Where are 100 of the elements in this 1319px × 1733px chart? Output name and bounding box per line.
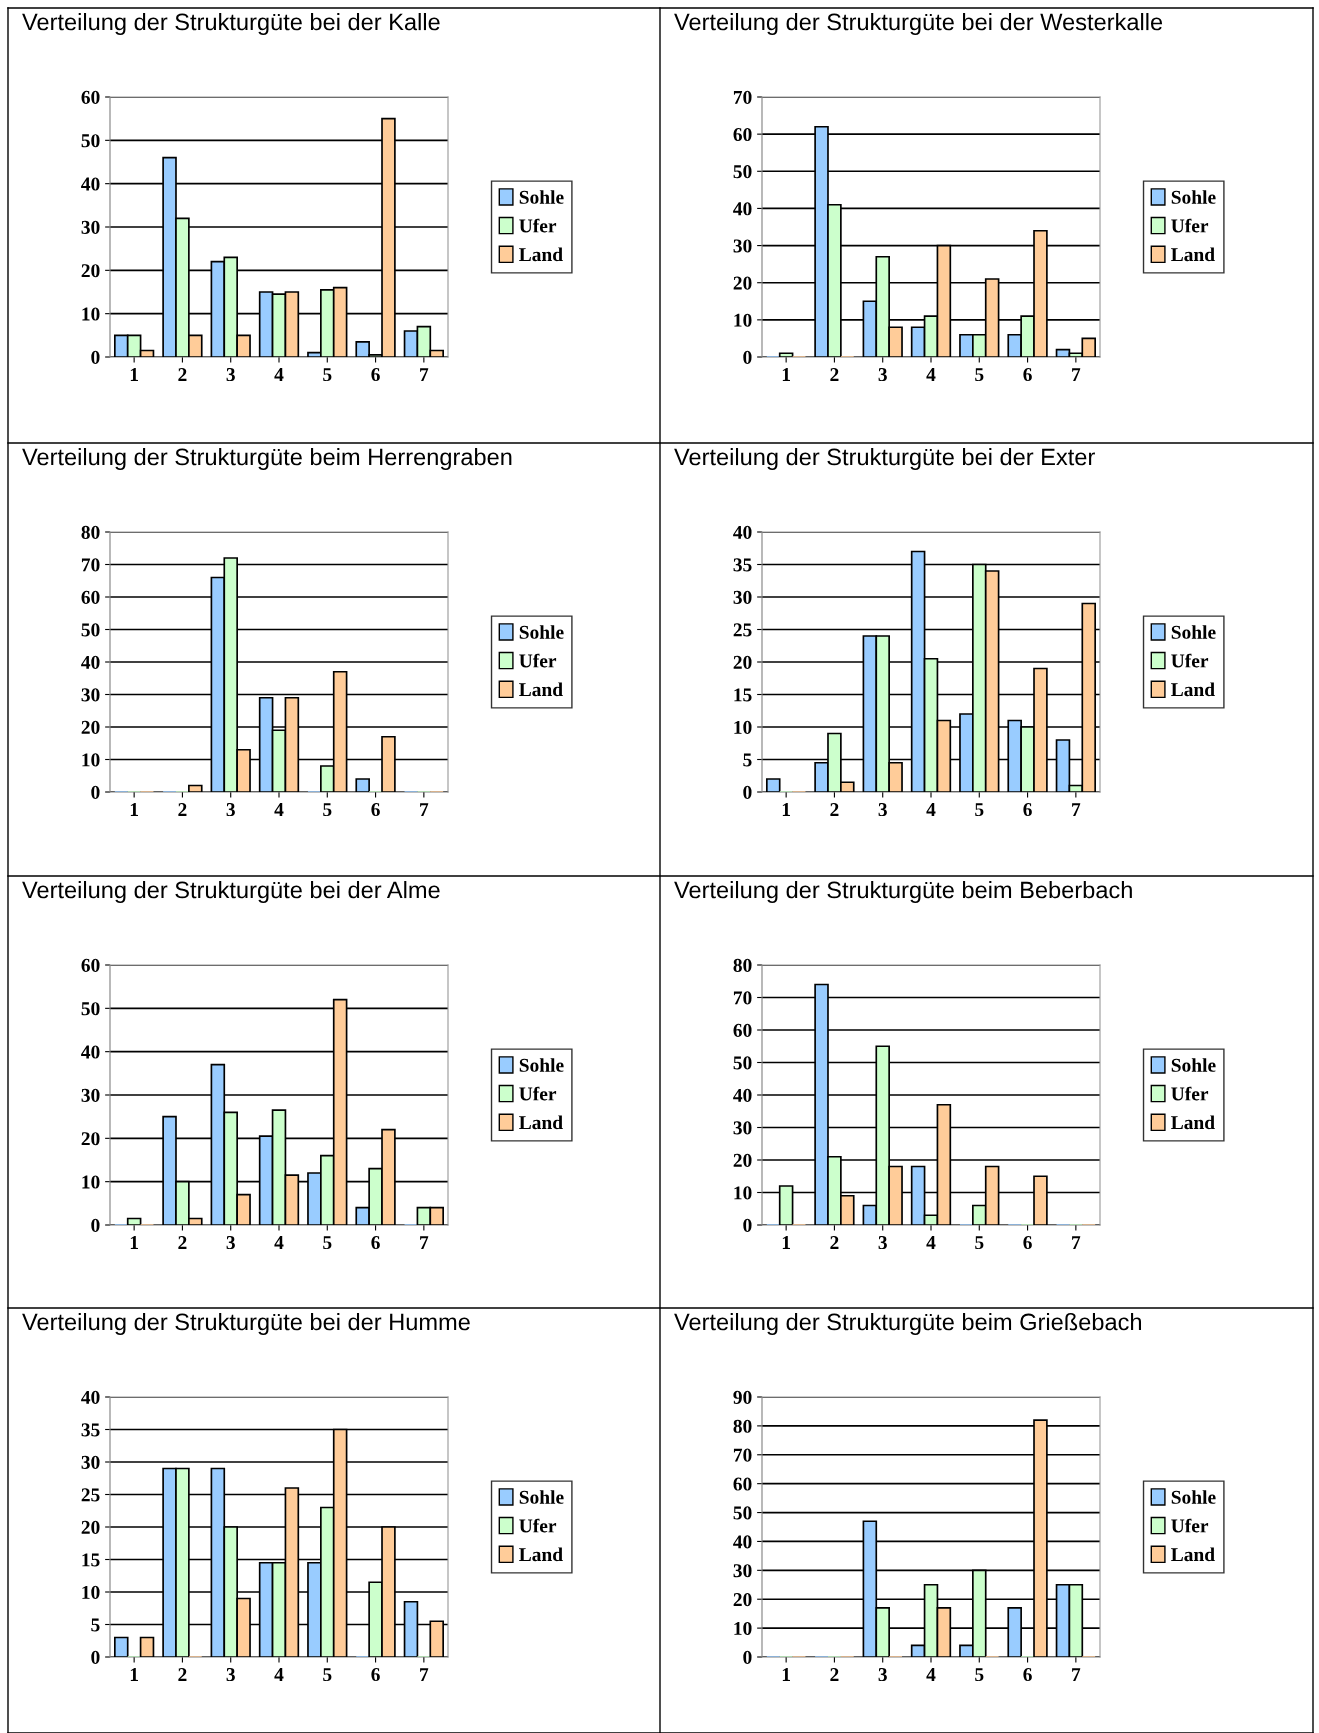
x-tick-label: 6 xyxy=(1023,1236,1032,1250)
y-tick-label: 60 xyxy=(733,1477,752,1491)
legend-label: Sohle xyxy=(1171,1058,1216,1072)
x-tick-label: 5 xyxy=(323,1236,332,1250)
x-tick-label: 6 xyxy=(1023,1668,1032,1682)
chart-title: Verteilung der Strukturgüte beim Herrengraben xyxy=(22,447,512,470)
y-tick-label: 60 xyxy=(81,958,100,972)
x-tick-label: 7 xyxy=(420,368,429,381)
y-tick-label: 40 xyxy=(733,1535,752,1549)
x-tick-label: 1 xyxy=(130,368,138,381)
y-tick-label: 60 xyxy=(81,590,100,604)
x-tick-label: 6 xyxy=(371,1236,380,1250)
y-tick-label: 30 xyxy=(733,1564,752,1578)
x-tick-label: 2 xyxy=(830,368,839,381)
x-tick-label: 1 xyxy=(782,803,790,816)
y-tick-label: 40 xyxy=(81,1390,100,1404)
y-tick-label: 0 xyxy=(743,1650,752,1664)
y-tick-label: 20 xyxy=(81,1132,100,1146)
legend-label: Ufer xyxy=(1171,218,1209,233)
y-tick-label: 0 xyxy=(91,350,100,364)
y-tick-label: 30 xyxy=(81,688,100,702)
y-tick-label: 20 xyxy=(733,655,752,669)
x-tick-label: 6 xyxy=(371,1668,380,1682)
x-tick-label: 7 xyxy=(1072,803,1081,816)
y-tick-label: 5 xyxy=(743,753,752,767)
legend-label: Land xyxy=(519,247,563,262)
x-tick-label: 5 xyxy=(975,803,984,817)
y-tick-label: 30 xyxy=(733,590,752,604)
x-tick-label: 5 xyxy=(323,1668,332,1682)
y-tick-label: 25 xyxy=(81,1488,100,1502)
y-tick-label: 80 xyxy=(733,1419,752,1433)
x-tick-label: 3 xyxy=(226,1236,235,1250)
x-tick-label: 3 xyxy=(226,803,235,817)
x-tick-label: 1 xyxy=(130,803,138,816)
x-tick-label: 7 xyxy=(1072,1668,1081,1681)
y-tick-label: 30 xyxy=(81,1088,100,1102)
y-tick-label: 60 xyxy=(733,127,752,142)
y-tick-label: 30 xyxy=(733,1121,752,1135)
legend-label: Ufer xyxy=(519,218,557,233)
legend-label: Land xyxy=(1171,247,1215,262)
x-tick-label: 1 xyxy=(782,1668,790,1681)
y-tick-label: 25 xyxy=(733,623,752,637)
y-tick-label: 40 xyxy=(81,655,100,669)
y-tick-label: 70 xyxy=(733,991,752,1005)
y-tick-label: 60 xyxy=(81,90,100,104)
x-tick-label: 2 xyxy=(178,803,187,816)
x-tick-label: 2 xyxy=(178,368,187,381)
x-tick-label: 2 xyxy=(830,1236,839,1249)
y-tick-label: 50 xyxy=(81,623,100,637)
chart-title: Verteilung der Strukturgüte beim Grießebach xyxy=(674,1312,1141,1336)
x-tick-label: 7 xyxy=(420,803,429,816)
x-tick-label: 4 xyxy=(926,1668,936,1681)
y-tick-label: 50 xyxy=(733,1056,752,1070)
y-tick-label: 30 xyxy=(733,239,752,253)
x-tick-label: 4 xyxy=(274,1668,284,1681)
y-tick-label: 35 xyxy=(81,1423,100,1437)
y-tick-label: 10 xyxy=(734,1621,752,1636)
legend-label: Land xyxy=(1171,682,1215,697)
legend-label: Ufer xyxy=(519,1518,557,1533)
x-tick-label: 6 xyxy=(1023,368,1032,382)
x-tick-label: 2 xyxy=(830,1668,839,1681)
legend-label: Ufer xyxy=(519,1086,557,1101)
y-tick-label: 10 xyxy=(82,307,100,321)
x-tick-label: 1 xyxy=(130,1668,138,1681)
x-tick-label: 4 xyxy=(926,803,936,816)
chart-title: Verteilung der Strukturgüte bei der Alme xyxy=(22,880,440,904)
y-tick-label: 20 xyxy=(733,276,752,290)
y-tick-label: 0 xyxy=(91,785,100,799)
legend-label: Sohle xyxy=(519,1490,564,1504)
y-tick-label: 0 xyxy=(91,1650,100,1664)
x-tick-label: 1 xyxy=(130,1236,138,1249)
x-tick-label: 3 xyxy=(226,368,235,382)
legend-label: Ufer xyxy=(1171,653,1209,668)
y-tick-label: 10 xyxy=(734,1186,752,1200)
x-tick-label: 5 xyxy=(975,1236,984,1250)
y-tick-label: 60 xyxy=(733,1023,752,1037)
y-tick-label: 0 xyxy=(743,785,752,799)
x-tick-label: 4 xyxy=(926,368,936,381)
x-tick-label: 6 xyxy=(1023,803,1032,817)
y-tick-label: 40 xyxy=(733,1088,752,1102)
x-tick-label: 5 xyxy=(323,803,332,817)
y-tick-label: 15 xyxy=(734,688,752,702)
x-tick-label: 3 xyxy=(878,1236,887,1250)
y-tick-label: 30 xyxy=(81,1455,100,1469)
y-tick-label: 20 xyxy=(81,1520,100,1534)
x-tick-label: 6 xyxy=(371,368,380,382)
y-tick-label: 80 xyxy=(733,958,752,972)
y-tick-label: 40 xyxy=(733,525,752,539)
y-tick-label: 15 xyxy=(82,1553,100,1567)
y-tick-label: 50 xyxy=(81,134,100,148)
legend-label: Land xyxy=(1171,1115,1215,1130)
y-tick-label: 10 xyxy=(82,1175,100,1189)
y-tick-label: 70 xyxy=(81,558,100,572)
x-tick-label: 5 xyxy=(323,368,332,382)
x-tick-label: 2 xyxy=(178,1668,187,1681)
legend-label: Sohle xyxy=(1171,625,1216,639)
legend-label: Sohle xyxy=(1171,1490,1216,1504)
y-tick-label: 50 xyxy=(81,1002,100,1016)
x-tick-label: 4 xyxy=(274,368,284,381)
x-tick-label: 1 xyxy=(782,368,790,381)
